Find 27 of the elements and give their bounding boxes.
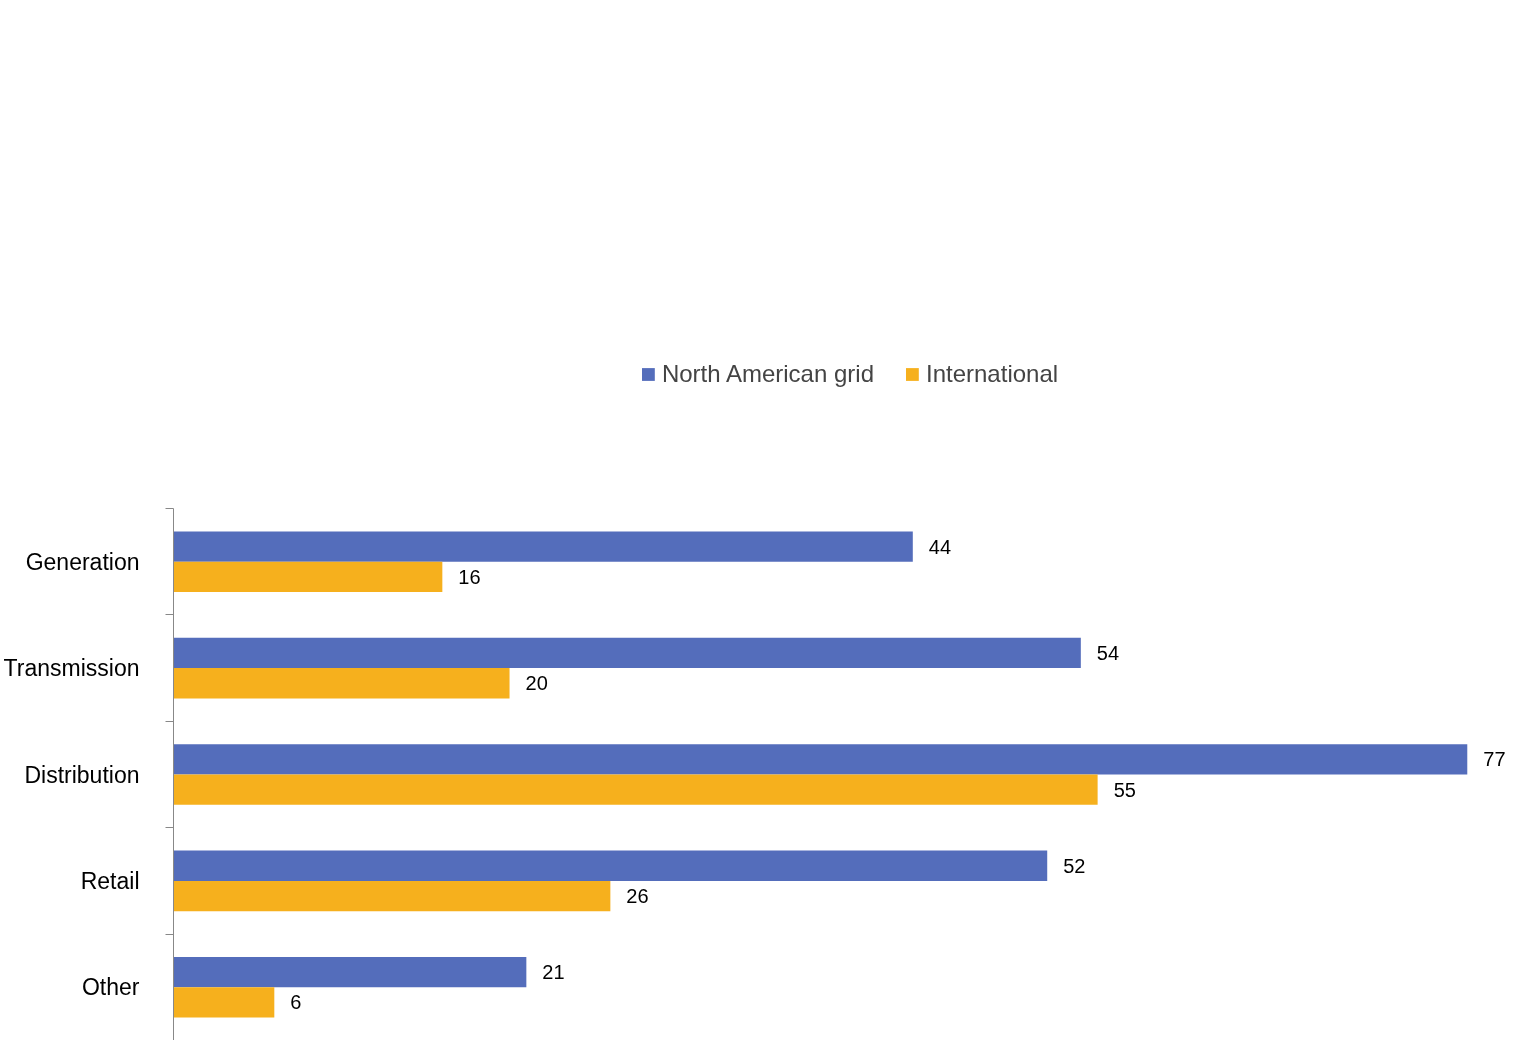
bar — [173, 850, 1048, 881]
bar — [173, 637, 1081, 669]
bar — [173, 531, 913, 562]
bar — [173, 668, 510, 699]
bar — [173, 774, 1098, 805]
data-label: 20 — [525, 672, 548, 695]
bar — [173, 956, 527, 988]
legend-label: North American grid — [661, 360, 874, 388]
legend-label: International — [926, 360, 1059, 388]
data-label: 26 — [626, 885, 649, 908]
y-tick-label: Distribution — [24, 761, 140, 788]
bar — [173, 880, 611, 912]
y-tick-label: Other — [81, 974, 140, 1001]
data-label: 21 — [542, 961, 565, 984]
y-tick-label: Transmission — [3, 655, 140, 682]
data-label: 52 — [1063, 854, 1086, 877]
y-tick-label: Retail — [80, 867, 140, 894]
data-label: 55 — [1113, 778, 1136, 801]
data-label: 44 — [928, 535, 952, 558]
bar — [173, 561, 443, 593]
bar — [173, 744, 1468, 775]
y-tick-label: Generation — [25, 548, 140, 575]
data-label: 77 — [1483, 748, 1506, 771]
data-label: 16 — [458, 565, 481, 588]
data-label: 6 — [290, 991, 302, 1014]
bar — [173, 987, 275, 1018]
data-label: 54 — [1096, 641, 1120, 664]
